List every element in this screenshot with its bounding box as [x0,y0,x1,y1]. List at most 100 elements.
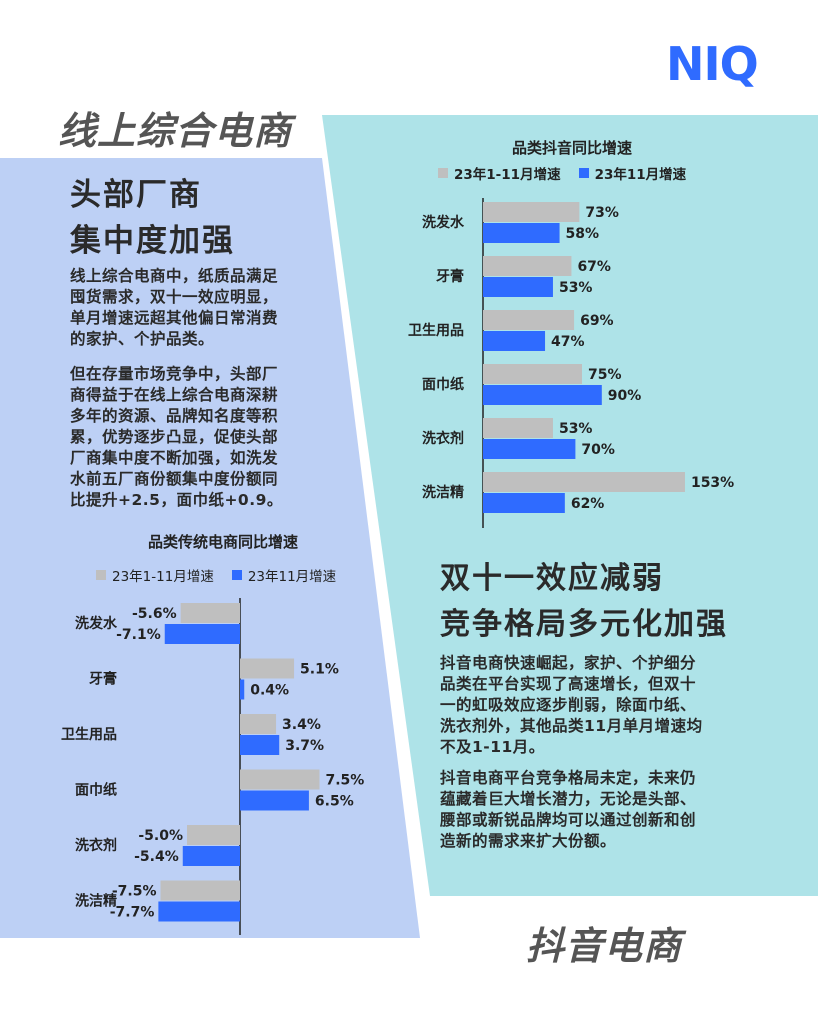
douyin-value-label: 53% [559,421,593,437]
legend-swatch-gray [96,570,106,580]
traditional-value-label: -5.6% [132,606,177,622]
traditional-bar [164,624,240,644]
right-heading-line: 双十一效应减弱 [440,561,664,596]
traditional-bar [240,790,309,811]
legend-swatch-blue [578,168,589,178]
legend-label: 23年1-11月增速 [454,167,561,183]
douyin-value-label: 53% [559,280,593,296]
douyin-value-label: 58% [566,226,600,242]
douyin-bar [483,493,565,513]
text-line: 不及1-11月。 [440,738,545,756]
text-line: 线上综合电商中，纸质品满足 [70,267,279,285]
left-paragraph-2: 但在存量市场竞争中，头部厂 商得益于在线上综合电商深耕 多年的资源、品牌知名度等… [70,364,283,511]
douyin-category-label: 洗洁精 [422,484,464,501]
douyin-value-label: 90% [608,388,642,404]
douyin-bar [483,418,553,438]
traditional-bar [158,901,240,922]
douyin-category-label: 面巾纸 [422,376,464,393]
left-paragraph-1: 线上综合电商中，纸质品满足 囤货需求，双十一效应明显， 单月增速远超其他偏日常消… [70,266,278,350]
traditional-value-label: 7.5% [326,773,365,789]
douyin-bar [483,277,553,297]
left-panel [0,158,420,938]
douyin-chart-title: 品类抖音同比增速 [512,139,633,157]
traditional-bar [160,880,240,901]
douyin-category-label: 洗衣剂 [422,430,464,447]
traditional-value-label: 3.4% [282,717,321,733]
douyin-category-label: 卫生用品 [408,322,464,339]
douyin-chart-legend: 23年1-11月增速 23年11月增速 [438,163,686,183]
douyin-bar [483,439,576,459]
douyin-bar [483,256,572,276]
traditional-value-label: -5.0% [138,828,183,844]
traditional-bar [240,714,277,734]
douyin-category-label: 牙膏 [436,268,464,285]
douyin-value-label: 62% [571,496,605,512]
douyin-value-label: 73% [585,205,619,221]
text-line: 品类在平台实现了高速增长，但双十 [440,675,697,693]
right-paragraph-2: 抖音电商平台竞争格局未定，未来仍 蕴藏着巨大增长潜力，无论是头部、 腰部或新锐品… [440,768,696,852]
traditional-bar-chart: 洗发水 -5.6% -7.1% 牙膏 5.1% 0.4% 卫生用品 3.4% 3.7% 面巾纸 7.… [61,598,365,935]
niq-logo: NIQ [666,37,759,91]
right-paragraph-1: 抖音电商快速崛起，家护、个护细分 品类在平台实现了高速增长，但双十 一的虹吸效应… [440,653,703,758]
traditional-category-label: 面巾纸 [75,782,117,799]
text-line: 造新的需求来扩大份额。 [440,832,617,850]
douyin-bar [483,385,602,405]
traditional-value-label: 3.7% [285,738,324,754]
douyin-bar-chart: 洗发水 73% 58% 牙膏 67% 53% 卫生用品 69% 47% 面巾纸 75% 90% 洗衣剂 5… [408,198,734,528]
legend-swatch-gray [438,168,448,178]
text-line: 水前五厂商份额集中度份额同 [70,470,279,488]
section-title-left: 线上综合电商 [58,109,293,153]
text-line: 抖音电商快速崛起，家护、个护细分 [440,654,697,672]
text-line: 一的虹吸效应逐步削弱，除面巾纸、 [440,696,697,714]
right-panel [322,115,818,896]
left-heading-line: 集中度加强 [70,223,235,259]
douyin-bar [483,331,546,351]
traditional-bar [240,679,245,700]
douyin-value-label: 69% [580,313,614,329]
traditional-value-label: 5.1% [300,662,339,678]
traditional-value-label: 0.4% [250,683,289,699]
text-line: 多年的资源、品牌知名度等积 [70,407,279,425]
right-heading-line: 竞争格局多元化加强 [440,607,728,642]
text-line: 蕴藏着巨大增长潜力，无论是头部、 [440,790,697,808]
right-heading: 双十一效应减弱 竞争格局多元化加强 [440,556,728,648]
legend-item: 23年1-11月增速 [438,163,561,183]
text-line: 比提升+2.5，面巾纸+0.9。 [70,491,283,509]
traditional-category-label: 卫生用品 [61,726,117,743]
douyin-bar [483,472,685,492]
traditional-bar [240,769,320,790]
douyin-bar [483,310,575,330]
legend-item: 23年1-11月增速 [96,565,214,585]
legend-item: 23年11月增速 [578,163,686,183]
traditional-value-label: -7.5% [112,884,157,900]
text-line: 累，优势逐步凸显，促使头部 [70,428,279,446]
traditional-category-label: 洗发水 [75,615,118,632]
douyin-value-label: 153% [691,475,734,491]
traditional-bar [182,846,240,866]
douyin-bar [483,202,580,222]
douyin-value-label: 70% [581,442,615,458]
text-line: 厂商集中度不断加强，如洗发 [70,449,279,467]
douyin-bar [483,223,560,243]
section-title-right: 抖音电商 [526,924,683,968]
traditional-value-label: -7.7% [110,905,155,921]
text-line: 的家护、个护品类。 [70,330,215,348]
traditional-category-label: 牙膏 [89,671,117,688]
douyin-value-label: 47% [551,334,585,350]
douyin-bar [483,364,582,384]
text-line: 但在存量市场竞争中，头部厂 [70,365,279,383]
traditional-bar [180,603,240,623]
traditional-value-label: 6.5% [315,794,354,810]
legend-label: 23年1-11月增速 [112,569,214,585]
traditional-bar [240,658,295,679]
text-line: 洗衣剂外，其他品类11月单月增速均 [440,717,703,735]
douyin-category-label: 洗发水 [422,214,465,231]
traditional-category-label: 洗衣剂 [75,837,117,854]
traditional-value-label: -5.4% [134,849,179,865]
legend-swatch-blue [231,570,242,580]
text-line: 商得益于在线上综合电商深耕 [70,386,279,404]
traditional-bar [240,735,280,755]
douyin-value-label: 67% [577,259,611,275]
text-line: 抖音电商平台竞争格局未定，未来仍 [440,769,697,787]
text-line: 腰部或新锐品牌均可以通过创新和创 [440,811,697,829]
